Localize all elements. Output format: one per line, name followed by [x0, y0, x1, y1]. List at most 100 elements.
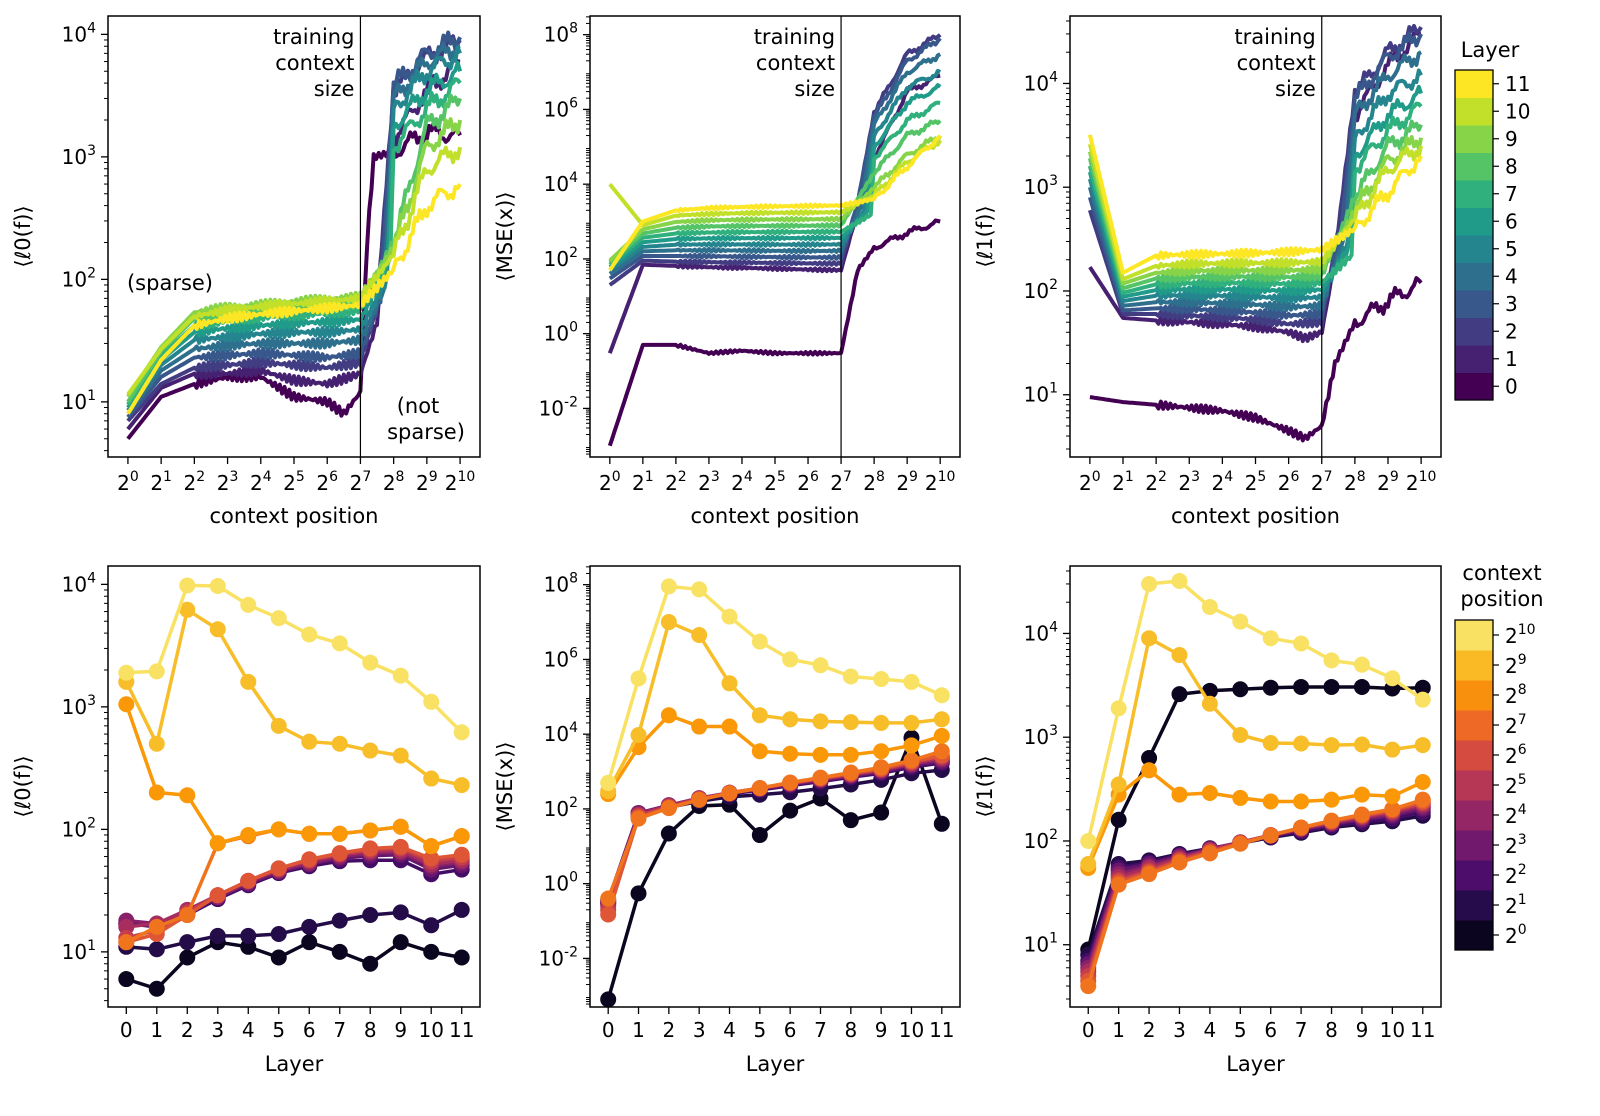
data-point [1262, 793, 1279, 810]
series-line [1087, 24, 1423, 329]
data-point [933, 711, 950, 728]
data-point [1201, 695, 1218, 712]
colorbar-context-position: 20 21 22 23 24 25 26 27 28 29 210 [1454, 619, 1536, 951]
data-point [270, 610, 287, 627]
colorbar-segment [1455, 345, 1493, 373]
data-point [903, 673, 920, 690]
data-point [873, 714, 890, 731]
series-line [1087, 101, 1423, 295]
data-point [301, 733, 318, 750]
x-tick-label: 3 [1173, 1018, 1186, 1042]
data-point [1171, 786, 1188, 803]
x-tick-label: 6 [1264, 1018, 1277, 1042]
series-layer-0 [1089, 276, 1423, 443]
colorbar-title-line1: context [1462, 561, 1541, 585]
x-tick-label: 20 [599, 469, 621, 495]
data-point [842, 764, 859, 781]
data-point [1110, 811, 1127, 828]
series-layer-0 [126, 119, 462, 441]
data-point [782, 711, 799, 728]
series-line [606, 732, 944, 1000]
panel-mse_vs_position: 20 21 22 23 24 25 26 27 28 29 210 10-2 100 102 104 106 1… [493, 15, 961, 528]
training-note-line: training [754, 25, 835, 49]
data-point [812, 713, 829, 730]
series-layer-10 [126, 145, 463, 396]
data-point [1080, 832, 1097, 849]
series-line [1086, 804, 1424, 969]
y-tick-label: 101 [62, 388, 96, 414]
colorbar-segment [1455, 235, 1493, 263]
y-tick-label: 102 [62, 265, 96, 291]
data-point [453, 949, 470, 966]
colorbar-title-line2: position [1460, 587, 1543, 611]
colorbar-segment [1455, 860, 1493, 891]
data-point [148, 784, 165, 801]
data-point [270, 860, 287, 877]
series-line [1087, 119, 1423, 291]
data-point [1293, 819, 1310, 836]
x-tick-label: 27 [830, 469, 852, 495]
x-tick-label: 28 [863, 469, 885, 495]
data-point [1384, 801, 1401, 818]
x-tick-label: 23 [1178, 469, 1200, 495]
panel-l0_vs_layer: 0 1 2 3 4 5 6 7 8 9 10 11 101 102 103 104 Layer ⟨ℓ0(f)⟩ [11, 565, 481, 1076]
colorbar-segment [1455, 125, 1493, 153]
data-point [179, 577, 196, 594]
panel-l1_vs_layer: 0 1 2 3 4 5 6 7 8 9 10 11 101 102 103 104 Layer ⟨ℓ1(f)⟩ [973, 565, 1442, 1076]
colorbar-tick-label: 4 [1505, 264, 1518, 288]
data-point [118, 696, 135, 713]
series-line [606, 754, 943, 911]
data-point [148, 918, 165, 935]
x-tick-label: 11 [449, 1018, 474, 1042]
data-point [453, 901, 470, 918]
y-tick-label: 103 [1024, 723, 1058, 749]
data-point [751, 743, 768, 760]
series-line [608, 33, 942, 287]
y-tick-label: 101 [62, 938, 96, 964]
x-tick-label: 29 [1377, 469, 1399, 495]
data-point [1353, 656, 1370, 673]
data-point [331, 825, 348, 842]
series-line [125, 824, 463, 944]
y-axis-label: ⟨ℓ0(f)⟩ [11, 755, 35, 817]
data-point [209, 835, 226, 852]
plot-area [600, 578, 950, 1007]
data-point [1201, 845, 1218, 862]
series-layer-6 [1087, 84, 1423, 299]
colorbar-tick-label: 23 [1505, 832, 1527, 858]
x-tick-label: 23 [698, 469, 720, 495]
series-line [606, 757, 943, 904]
axes-frame [1069, 15, 1442, 458]
data-point [1262, 679, 1279, 696]
x-tick-label: 10 [418, 1018, 443, 1042]
colorbar-tick-label: 26 [1505, 742, 1527, 768]
training-note-line: size [314, 77, 355, 101]
series-line [1086, 799, 1424, 982]
data-point [392, 747, 409, 764]
series-line [125, 940, 463, 991]
x-tick-label: 27 [1311, 469, 1333, 495]
x-tick-label: 6 [784, 1018, 797, 1042]
colorbar-segment [1455, 290, 1493, 318]
data-point [1171, 686, 1188, 703]
colorbar-tick-label: 2 [1505, 319, 1518, 343]
x-tick-label: 5 [272, 1018, 285, 1042]
colorbar-tick-label: 28 [1505, 682, 1527, 708]
series-2-9-5 [600, 614, 950, 800]
x-tick-label: 10 [1380, 1018, 1405, 1042]
series-2-8 [600, 743, 950, 907]
series-line [126, 60, 463, 409]
series-line [1087, 134, 1423, 275]
data-point [423, 770, 440, 787]
series-2-9-5 [1080, 630, 1431, 872]
colorbar-segment [1455, 262, 1493, 291]
data-point [1171, 646, 1188, 663]
data-point [933, 687, 950, 704]
data-point [721, 608, 738, 625]
colorbar-segment [1455, 152, 1493, 181]
axes: 20 21 22 23 24 25 26 27 28 29 210 101 102 103 104 [62, 20, 476, 495]
data-point [148, 735, 165, 752]
training-note-line: context [756, 51, 835, 75]
data-point [453, 724, 470, 741]
series-line [608, 83, 942, 269]
